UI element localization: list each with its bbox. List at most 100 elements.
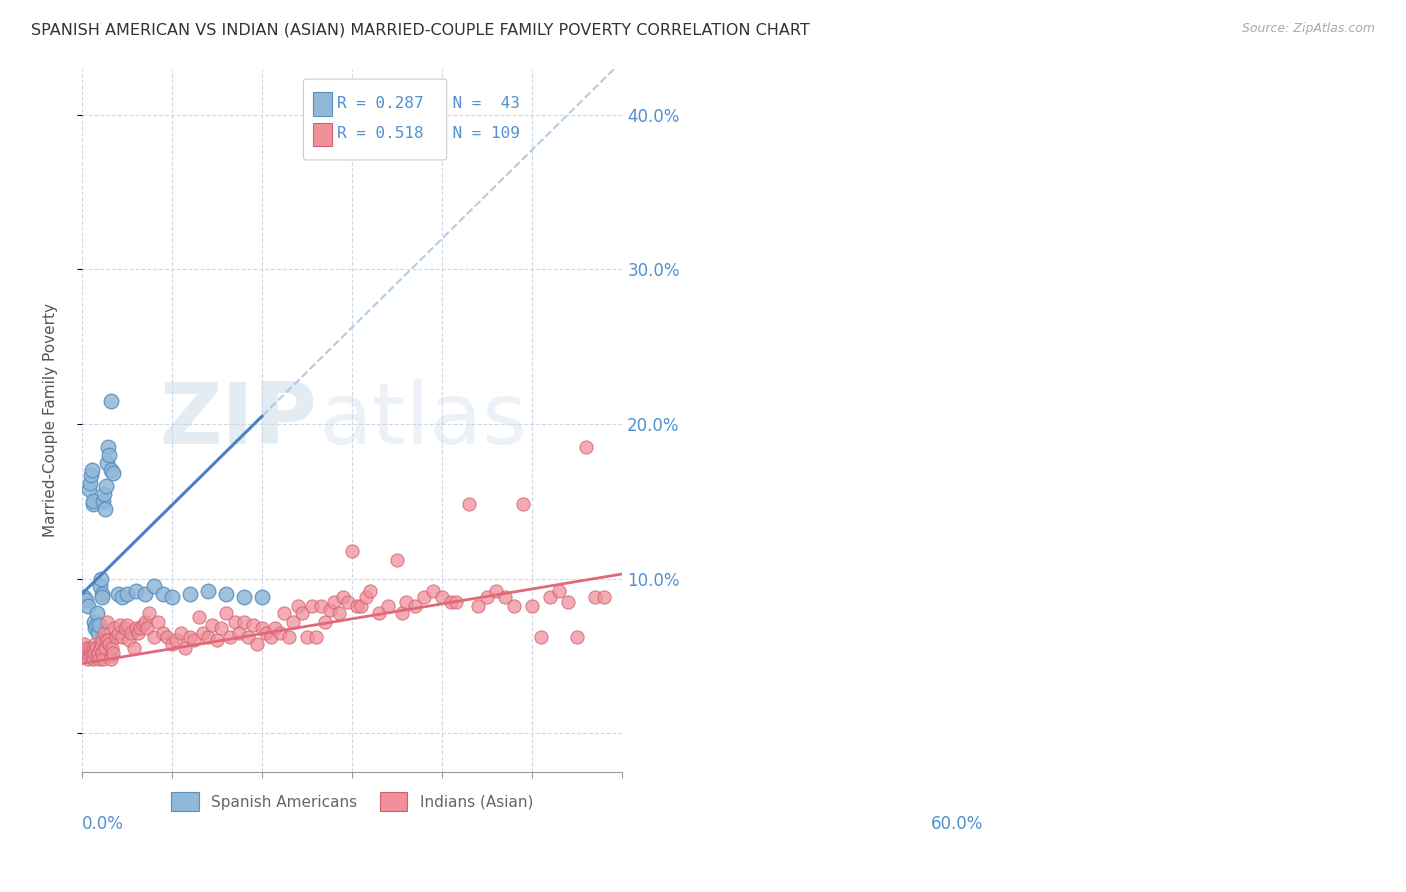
Point xyxy=(125,621,148,635)
Point xyxy=(273,606,295,620)
Point xyxy=(115,618,138,632)
Point xyxy=(93,486,115,500)
Point xyxy=(101,641,124,656)
Point xyxy=(114,621,136,635)
Point xyxy=(89,579,111,593)
Point xyxy=(395,595,418,609)
Point xyxy=(97,633,120,648)
Point xyxy=(73,590,96,604)
Point xyxy=(115,587,138,601)
Y-axis label: Married-Couple Family Poverty: Married-Couple Family Poverty xyxy=(44,303,58,537)
Point xyxy=(314,615,336,629)
Point xyxy=(82,652,104,666)
Point xyxy=(138,606,160,620)
Point xyxy=(430,590,453,604)
Point xyxy=(82,497,104,511)
Point xyxy=(83,646,105,660)
Point xyxy=(278,631,301,645)
Bar xyxy=(312,93,332,116)
Point xyxy=(82,494,104,508)
Point xyxy=(86,648,108,663)
Point xyxy=(90,636,112,650)
Point xyxy=(538,590,561,604)
Point xyxy=(295,631,318,645)
Point xyxy=(160,636,183,650)
Point xyxy=(205,633,228,648)
Point xyxy=(548,584,571,599)
Point xyxy=(73,636,96,650)
Point xyxy=(77,648,100,663)
Text: R = 0.518   N = 109: R = 0.518 N = 109 xyxy=(337,127,520,142)
Text: 60.0%: 60.0% xyxy=(931,815,983,833)
Point xyxy=(100,652,122,666)
Point xyxy=(575,440,598,454)
Point xyxy=(179,631,201,645)
Point xyxy=(228,625,250,640)
Point xyxy=(309,131,332,145)
Point xyxy=(201,618,224,632)
Point xyxy=(94,641,117,656)
Point xyxy=(238,631,260,645)
Point xyxy=(458,497,481,511)
Point xyxy=(246,636,269,650)
Point xyxy=(156,631,179,645)
Point xyxy=(522,599,544,614)
Point xyxy=(87,618,110,632)
Point xyxy=(96,615,118,629)
Point xyxy=(305,631,328,645)
Point xyxy=(152,625,174,640)
Point xyxy=(142,631,165,645)
Point xyxy=(557,595,579,609)
Text: 0.0%: 0.0% xyxy=(82,815,124,833)
Point xyxy=(87,625,110,640)
Point xyxy=(84,621,107,635)
Point xyxy=(82,641,104,656)
Point xyxy=(122,641,145,656)
Point xyxy=(97,440,120,454)
Point xyxy=(127,625,149,640)
Point xyxy=(93,625,115,640)
Point xyxy=(129,621,152,635)
Point xyxy=(93,652,115,666)
Text: Source: ZipAtlas.com: Source: ZipAtlas.com xyxy=(1241,22,1375,36)
Point xyxy=(583,590,606,604)
Point xyxy=(107,625,129,640)
Text: ZIP: ZIP xyxy=(159,379,316,462)
Point xyxy=(170,625,193,640)
Point xyxy=(193,625,215,640)
Point xyxy=(215,587,238,601)
Point xyxy=(108,618,131,632)
Point xyxy=(79,641,101,656)
FancyBboxPatch shape xyxy=(304,79,447,160)
Point xyxy=(354,590,377,604)
Point xyxy=(404,599,426,614)
Point xyxy=(91,590,114,604)
Point xyxy=(232,615,254,629)
Point xyxy=(84,641,107,656)
Point xyxy=(283,615,305,629)
Point xyxy=(83,615,105,629)
Point xyxy=(91,633,114,648)
Point xyxy=(242,618,264,632)
Point xyxy=(224,615,246,629)
Point xyxy=(107,587,129,601)
Point xyxy=(503,599,526,614)
Point xyxy=(391,606,413,620)
Point xyxy=(103,621,125,635)
Point xyxy=(328,606,350,620)
Point xyxy=(287,599,309,614)
Point xyxy=(96,456,118,470)
Point xyxy=(264,621,287,635)
Point xyxy=(80,646,103,660)
Point xyxy=(84,618,107,632)
Point xyxy=(142,579,165,593)
Point xyxy=(87,652,110,666)
Point xyxy=(132,618,155,632)
Text: SPANISH AMERICAN VS INDIAN (ASIAN) MARRIED-COUPLE FAMILY POVERTY CORRELATION CHA: SPANISH AMERICAN VS INDIAN (ASIAN) MARRI… xyxy=(31,22,810,37)
Legend: Spanish Americans, Indians (Asian): Spanish Americans, Indians (Asian) xyxy=(165,786,538,817)
Point xyxy=(152,587,174,601)
Point xyxy=(75,593,97,607)
Text: atlas: atlas xyxy=(319,379,527,462)
Point xyxy=(291,606,314,620)
Point xyxy=(77,482,100,496)
